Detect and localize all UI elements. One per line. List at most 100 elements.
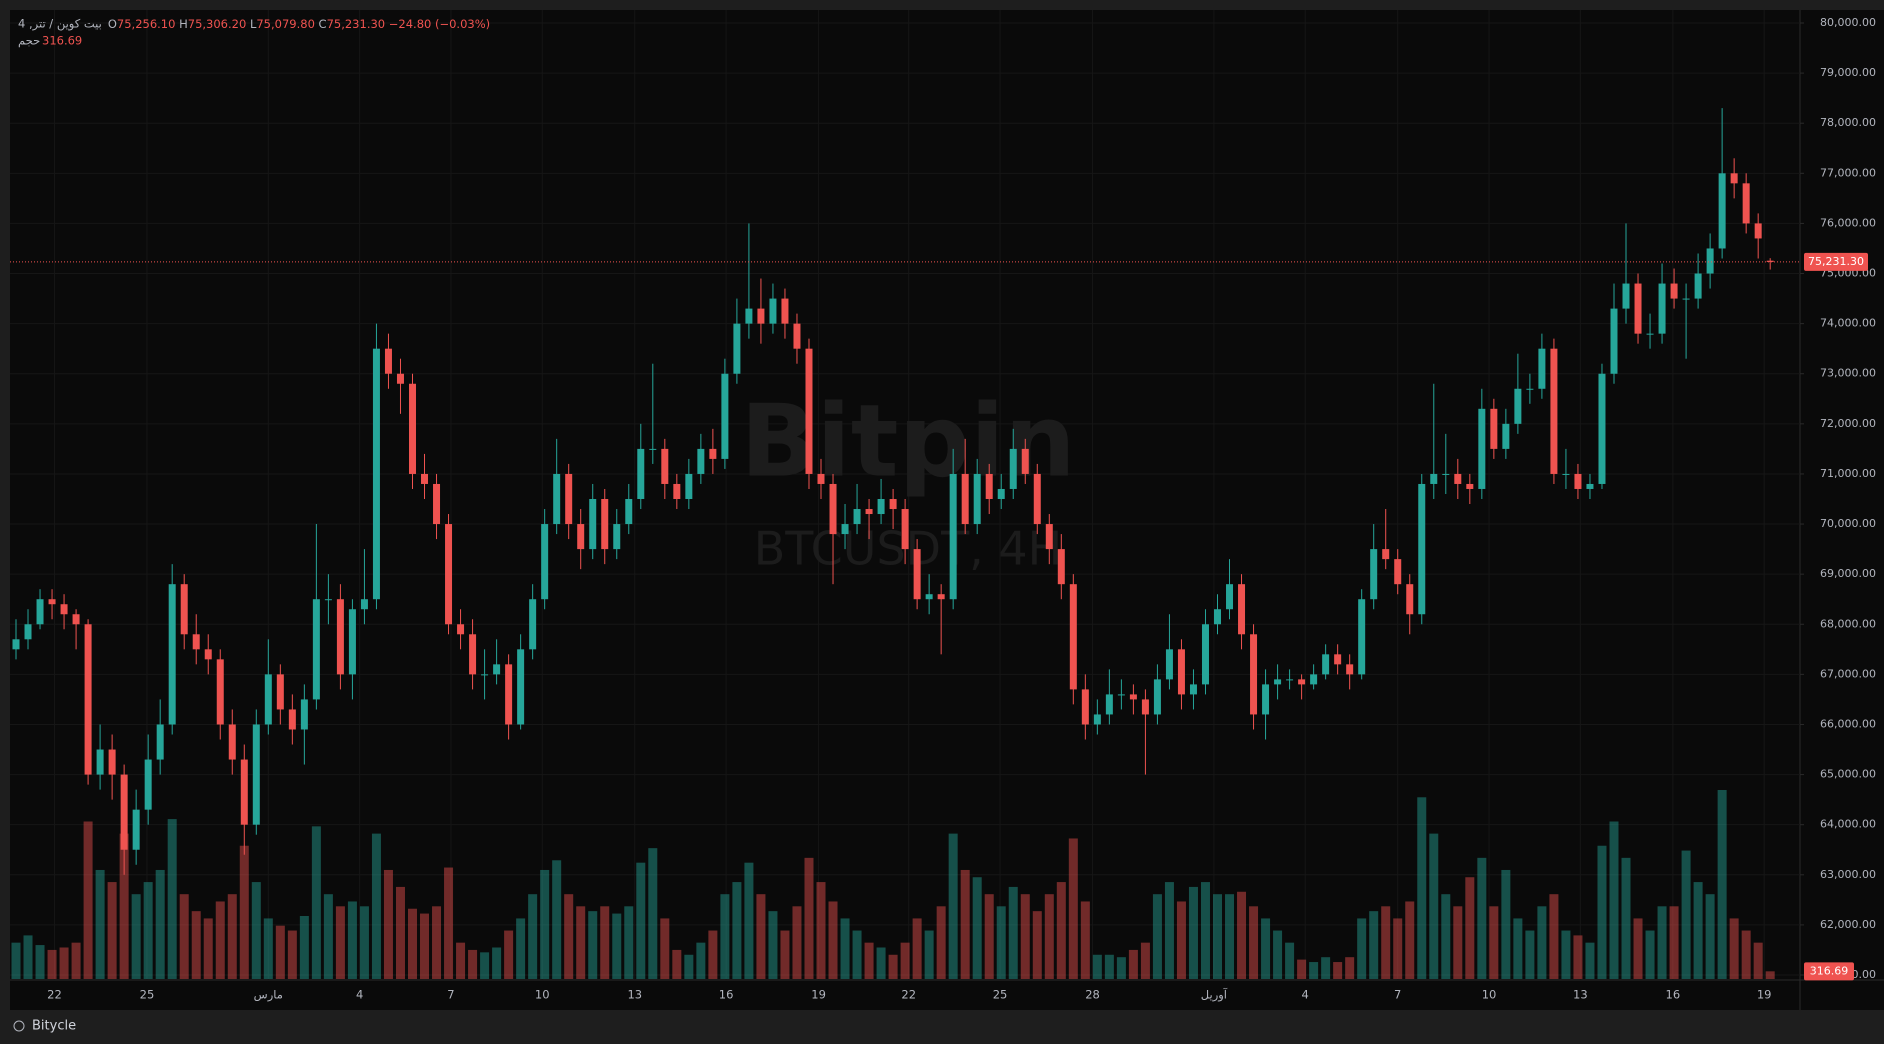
candle-body xyxy=(12,639,20,650)
candle-body xyxy=(733,323,741,374)
volume-bar xyxy=(167,819,177,979)
volume-bar xyxy=(299,916,309,979)
candle-body xyxy=(1538,348,1546,389)
volume-bar xyxy=(215,901,225,979)
volume-bar xyxy=(1477,857,1487,979)
volume-bar xyxy=(1441,894,1451,979)
volume-bar xyxy=(371,833,381,979)
volume-bar xyxy=(1393,918,1403,979)
candle-body xyxy=(1454,473,1462,484)
y-tick-label: 80,000.00 xyxy=(1820,16,1876,29)
volume-bar xyxy=(612,913,622,979)
volume-bar xyxy=(251,882,261,979)
candle-body xyxy=(457,624,465,635)
candle-body xyxy=(925,594,933,600)
volume-bar xyxy=(852,930,862,979)
volume-bar xyxy=(864,942,874,979)
volume-bar xyxy=(239,845,249,979)
last-volume-tag xyxy=(1804,962,1854,981)
volume-bar xyxy=(1297,959,1307,979)
volume-pane xyxy=(11,790,1775,979)
volume-bar xyxy=(588,911,598,979)
candle-body xyxy=(553,473,561,525)
volume-bar xyxy=(804,857,814,979)
footer-brand[interactable]: Bitycle xyxy=(32,1019,76,1034)
volume-bar xyxy=(71,942,81,979)
volume-bar xyxy=(660,918,670,979)
candle-body xyxy=(829,483,837,535)
volume-bar xyxy=(23,935,33,979)
volume-bar xyxy=(359,906,369,979)
x-tick-label: 7 xyxy=(1394,988,1401,1002)
candle-body xyxy=(276,674,284,710)
candle-body xyxy=(300,699,308,730)
y-tick-label: 62,000.00 xyxy=(1820,918,1876,931)
y-tick-label: 71,000.00 xyxy=(1820,467,1876,480)
candle-body xyxy=(1358,599,1366,675)
candle-body xyxy=(1562,473,1570,475)
volume-bar xyxy=(1741,930,1751,979)
volume-bar xyxy=(684,954,694,979)
volume-bar xyxy=(912,918,922,979)
volume-bar xyxy=(1273,930,1283,979)
candle-body xyxy=(1634,283,1642,334)
candle-body xyxy=(1045,524,1053,550)
y-tick-label: 79,000.00 xyxy=(1820,66,1876,79)
time-axis xyxy=(10,980,1884,1010)
volume-bar xyxy=(203,918,213,979)
candle-body xyxy=(1718,173,1726,249)
volume-bar xyxy=(1357,918,1367,979)
candle-body xyxy=(1201,624,1209,685)
candle-body xyxy=(1646,333,1654,335)
x-tick-label: 13 xyxy=(627,988,642,1002)
candle-body xyxy=(1442,473,1450,475)
volume-bar xyxy=(1188,886,1198,979)
candle-body xyxy=(204,649,212,660)
volume-bar xyxy=(600,906,610,979)
candle-body xyxy=(1574,473,1582,489)
candle-body xyxy=(60,604,68,615)
volume-bar xyxy=(720,894,730,979)
legend-value: 75,256.10 xyxy=(117,17,176,31)
candle-body xyxy=(781,298,789,324)
legend-value: 75,306.20 xyxy=(188,17,247,31)
volume-bar xyxy=(1549,894,1559,979)
candle-body xyxy=(1490,408,1498,449)
volume-bar xyxy=(528,894,538,979)
volume-bar xyxy=(1369,911,1379,979)
y-tick-label: 68,000.00 xyxy=(1820,617,1876,630)
candle-body xyxy=(1009,448,1017,489)
candle-body xyxy=(757,308,765,324)
volume-bar xyxy=(1140,942,1150,979)
volume-bar xyxy=(468,949,478,979)
candle-body xyxy=(517,649,525,725)
candle-body xyxy=(1238,584,1246,635)
x-tick-label: 25 xyxy=(140,988,155,1002)
candle-body xyxy=(673,483,681,499)
y-tick-label: 74,000.00 xyxy=(1820,317,1876,330)
candle-body xyxy=(805,348,813,474)
candle-body xyxy=(1081,689,1089,725)
candle-body xyxy=(336,599,344,675)
candle-body xyxy=(1550,348,1558,474)
y-tick-label: 72,000.00 xyxy=(1820,417,1876,430)
volume-bar xyxy=(311,826,321,979)
x-tick-label: 28 xyxy=(1085,988,1100,1002)
volume-bar xyxy=(1200,882,1210,979)
candle-body xyxy=(1033,473,1041,525)
candle-body xyxy=(1310,674,1318,685)
y-tick-label: 63,000.00 xyxy=(1820,868,1876,881)
x-tick-label: 19 xyxy=(811,988,826,1002)
candle-body xyxy=(493,664,501,675)
volume-bar xyxy=(1164,882,1174,979)
volume-bar xyxy=(492,947,502,979)
volume-bar xyxy=(119,833,129,979)
candle-body xyxy=(817,473,825,484)
volume-bar xyxy=(876,947,886,979)
volume-bar xyxy=(732,882,742,979)
candle-body xyxy=(421,473,429,484)
volume-bar xyxy=(323,894,333,979)
candle-body xyxy=(541,524,549,600)
candle-body xyxy=(709,448,717,459)
